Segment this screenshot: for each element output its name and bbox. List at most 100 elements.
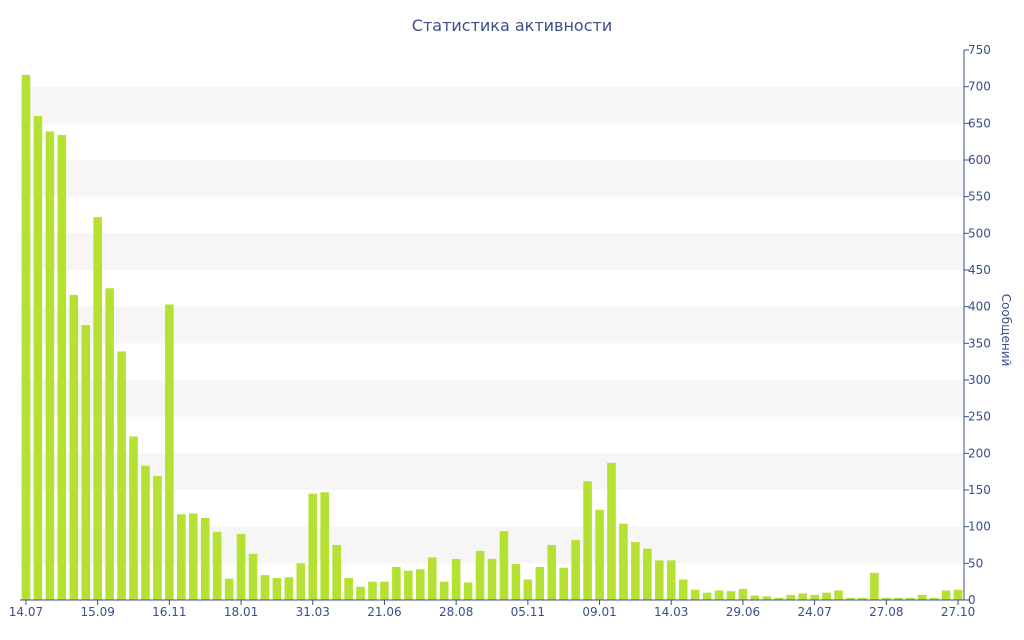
bar bbox=[858, 597, 867, 600]
x-tick-label: 18.01 bbox=[224, 605, 258, 619]
bar bbox=[272, 578, 282, 600]
x-tick-label: 05.11 bbox=[511, 605, 545, 619]
bar bbox=[523, 579, 533, 600]
bar bbox=[69, 294, 79, 600]
bar bbox=[356, 586, 365, 600]
bar bbox=[893, 597, 903, 600]
bar bbox=[487, 558, 497, 600]
bar bbox=[774, 597, 784, 600]
bar bbox=[559, 567, 568, 600]
bar bbox=[941, 590, 951, 600]
x-tick-label: 09.01 bbox=[582, 605, 616, 619]
bar bbox=[33, 116, 43, 600]
bar bbox=[260, 575, 270, 600]
bar bbox=[117, 351, 126, 600]
x-tick-label: 14.07 bbox=[9, 605, 43, 619]
bar bbox=[416, 569, 425, 600]
y-tick-label: 150 bbox=[968, 483, 991, 497]
bar bbox=[511, 564, 521, 600]
y-tick-label: 350 bbox=[968, 336, 991, 350]
grid-bands bbox=[20, 86, 964, 564]
bar bbox=[870, 572, 879, 600]
bar bbox=[738, 589, 748, 600]
bar bbox=[846, 597, 855, 600]
bar bbox=[631, 542, 640, 600]
bar bbox=[595, 509, 604, 600]
grid-band bbox=[20, 453, 964, 490]
bar bbox=[45, 131, 55, 600]
bar bbox=[463, 582, 473, 600]
chart-title: Статистика активности bbox=[412, 16, 612, 35]
bar bbox=[129, 436, 138, 600]
bar bbox=[535, 567, 545, 600]
bar bbox=[786, 594, 796, 600]
x-tick-label: 24.07 bbox=[797, 605, 831, 619]
bar bbox=[93, 217, 102, 600]
bar bbox=[666, 560, 676, 600]
y-tick-label: 250 bbox=[968, 410, 991, 424]
bar bbox=[320, 492, 330, 600]
bar bbox=[368, 581, 377, 600]
y-tick-label: 750 bbox=[968, 43, 991, 57]
bar bbox=[607, 462, 616, 600]
bar bbox=[690, 589, 700, 600]
bar bbox=[427, 557, 437, 600]
y-tick-label: 100 bbox=[968, 520, 991, 534]
bar bbox=[284, 577, 294, 600]
bar bbox=[451, 558, 461, 600]
y-tick-label: 650 bbox=[968, 116, 991, 130]
bar bbox=[224, 578, 234, 600]
bar bbox=[547, 545, 557, 600]
bar bbox=[81, 325, 91, 600]
bar bbox=[678, 579, 688, 600]
x-tick-label: 15.09 bbox=[80, 605, 114, 619]
y-axis: 0 50 100 150 200 250 300 350 400 450 500 550 600 650 7… bbox=[963, 43, 991, 607]
y-tick-label: 50 bbox=[968, 556, 983, 570]
bar bbox=[344, 578, 353, 600]
bar bbox=[153, 476, 162, 600]
y-tick-label: 550 bbox=[968, 190, 991, 204]
x-tick-label: 27.08 bbox=[869, 605, 903, 619]
bar bbox=[404, 570, 413, 600]
y-tick-label: 200 bbox=[968, 446, 991, 460]
bar bbox=[21, 74, 31, 601]
bar bbox=[953, 589, 963, 600]
x-tick-label: 14.03 bbox=[654, 605, 688, 619]
bar bbox=[822, 592, 831, 600]
bar bbox=[810, 594, 819, 600]
bar bbox=[762, 596, 772, 600]
y-axis-title: Сообщений bbox=[999, 294, 1013, 367]
grid-band bbox=[20, 306, 964, 344]
bar bbox=[905, 597, 915, 600]
bar bbox=[212, 531, 222, 600]
bar bbox=[499, 531, 509, 600]
bar bbox=[834, 590, 843, 600]
bar bbox=[643, 548, 652, 600]
bar bbox=[798, 593, 807, 600]
bar bbox=[714, 590, 724, 600]
grid-band bbox=[20, 380, 964, 417]
bar bbox=[392, 567, 401, 600]
grid-band bbox=[20, 86, 964, 124]
bar bbox=[236, 534, 246, 600]
y-tick-label: 400 bbox=[968, 300, 991, 314]
y-tick-label: 450 bbox=[968, 263, 991, 277]
bar bbox=[750, 595, 760, 600]
bar bbox=[571, 539, 580, 600]
bar bbox=[882, 597, 891, 600]
bar bbox=[248, 553, 258, 600]
bar bbox=[702, 592, 712, 600]
y-tick-label: 300 bbox=[968, 373, 991, 387]
grid-band bbox=[20, 233, 964, 270]
bar bbox=[917, 594, 927, 600]
grid-band bbox=[20, 160, 964, 197]
x-tick-label: 28.08 bbox=[439, 605, 473, 619]
bar bbox=[141, 465, 150, 600]
bar bbox=[654, 560, 664, 600]
x-axis: 14.07 15.09 16.11 18.01 31.03 21.06 28.08 05.11… bbox=[9, 599, 975, 619]
bar bbox=[439, 581, 449, 600]
bars bbox=[21, 74, 963, 601]
bar bbox=[57, 135, 67, 600]
y-tick-label: 500 bbox=[968, 226, 991, 240]
